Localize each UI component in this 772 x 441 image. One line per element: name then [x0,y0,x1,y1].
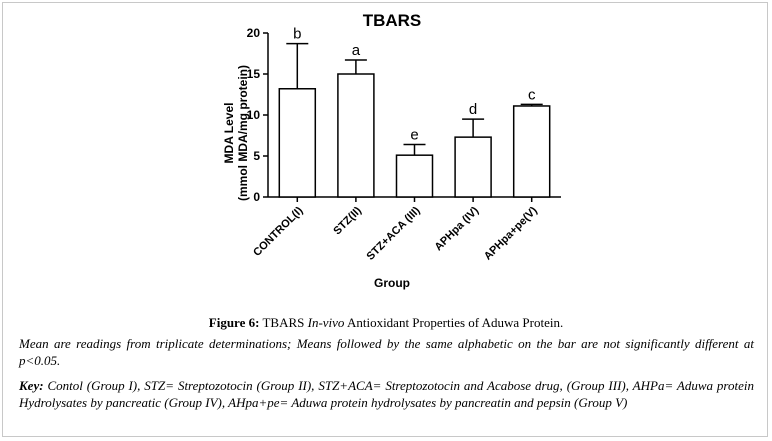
category-label: STZ(II) [331,204,364,237]
figure-label: Figure 6: [208,315,260,330]
significance-label: b [293,26,301,43]
key-label: Key: [19,378,44,393]
y-tick-label: 15 [247,67,261,81]
category-label: APHpa+pe(V) [482,204,540,262]
caption-note: Mean are readings from triplicate determ… [19,336,754,368]
y-axis-title: MDA Level (mmol MDA/mg protein) [222,65,250,201]
y-axis-title-line2: (mmol MDA/mg protein) [236,65,250,201]
x-axis-title: Group [374,276,410,290]
category-label: CONTROL(I) [251,204,306,259]
category-label: STZ+ACA (III) [365,204,423,262]
significance-label: e [410,127,418,144]
figure-caption-title: Figure 6: TBARS In-vivo Antioxidant Prop… [0,315,772,331]
y-tick-label: 10 [247,108,261,122]
bar [337,73,375,198]
bar [512,105,551,198]
chart-title: TBARS [363,11,422,30]
caption-title-italic: In-vivo [307,315,345,330]
significance-label: a [352,42,361,59]
bar [278,88,317,198]
caption-key: Key: Contol (Group I), STZ= Streptozotoc… [19,378,754,411]
bar-chart: TBARS MDA Level (mmol MDA/mg protein) Gr… [222,11,561,290]
plot-area: 0 5 10 15 20 b CONTROL(I) a STZ(II) e STZ+ACA (III… [247,26,561,263]
category-label: APHpa (IV) [433,204,482,253]
y-tick-label: 5 [253,149,260,163]
y-tick-label: 20 [247,26,261,40]
bar [395,154,434,198]
figure-frame [2,2,768,437]
significance-label: c [528,86,536,103]
significance-label: d [469,101,477,118]
key-text: Contol (Group I), STZ= Streptozotocin (G… [19,378,754,410]
y-tick-label: 0 [253,190,260,204]
caption-title-post: Antioxidant Properties of Aduwa Protein. [344,315,564,330]
caption-title-pre: TBARS [259,315,308,330]
y-axis-title-line1: MDA Level [222,103,236,164]
bar [454,136,492,198]
